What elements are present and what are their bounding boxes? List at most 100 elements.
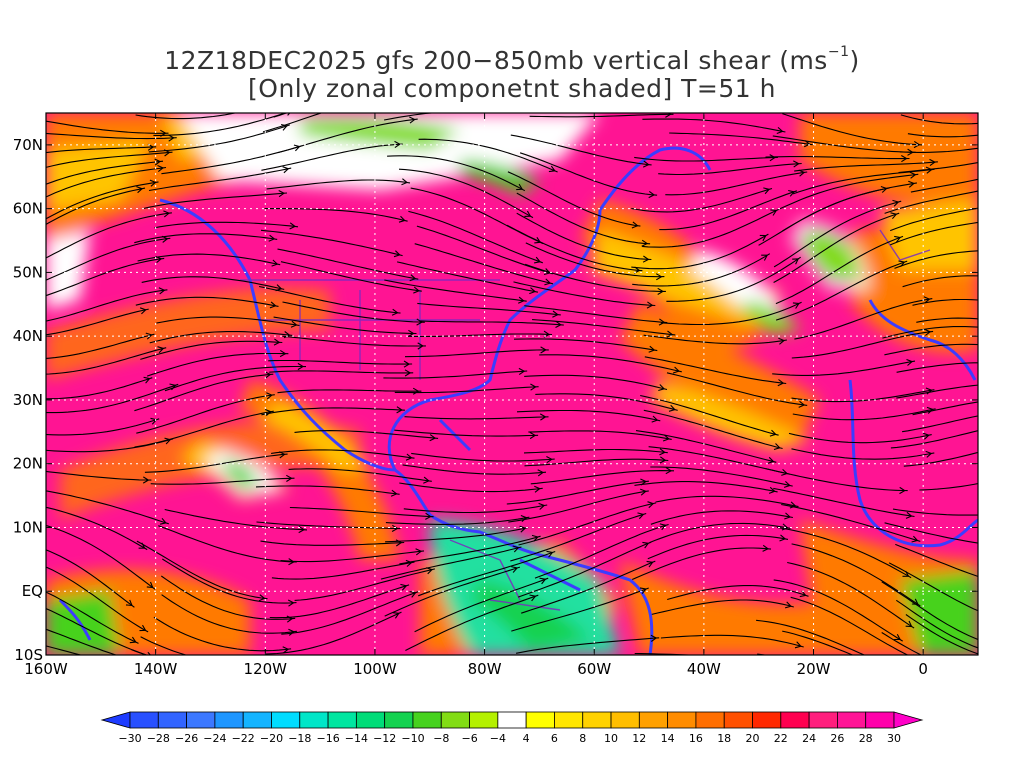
- streamline: [756, 619, 866, 655]
- colorbar-label: 8: [579, 732, 586, 745]
- streamline-arrow: [271, 259, 279, 267]
- colorbar-label: −24: [203, 732, 226, 745]
- streamline: [46, 490, 169, 525]
- colorbar-swatch: [440, 711, 470, 729]
- streamline: [881, 581, 978, 641]
- streamline-arrow: [665, 467, 673, 475]
- streamline-arrow: [155, 255, 163, 264]
- streamline-arrow: [906, 358, 914, 366]
- streamline: [140, 340, 283, 360]
- streamline-arrow: [293, 144, 301, 152]
- streamline: [791, 448, 935, 460]
- streamline-arrow: [400, 583, 408, 591]
- y-tick-label: 10N: [13, 518, 43, 536]
- streamline-arrow: [417, 342, 424, 350]
- streamline-arrow: [534, 485, 541, 493]
- streamline-arrow: [129, 636, 137, 644]
- streamline-arrow: [539, 577, 547, 585]
- streamline: [160, 575, 296, 620]
- colorbar-label: −20: [260, 732, 283, 745]
- colorbar-label: 4: [523, 732, 530, 745]
- streamline-arrow: [773, 443, 781, 451]
- streamline-arrow: [784, 601, 792, 609]
- streamline-arrow: [890, 212, 898, 220]
- streamline-arrow: [798, 169, 806, 177]
- streamline-arrow: [646, 301, 654, 309]
- streamline-arrow: [169, 383, 177, 391]
- colorbar-swatch: [723, 711, 753, 729]
- streamline-arrow: [768, 486, 776, 494]
- streamline: [890, 207, 978, 232]
- streamline-arrow: [161, 235, 169, 243]
- x-tick-label: 160W: [24, 660, 68, 678]
- map-frame: [45, 112, 979, 656]
- streamline-arrow: [642, 541, 650, 549]
- colorbar-label: 30: [887, 732, 901, 745]
- streamline-arrow: [544, 278, 552, 286]
- streamline-arrow: [909, 171, 917, 179]
- streamline-arrow: [143, 376, 151, 384]
- streamline-arrow: [784, 512, 792, 520]
- streamline-arrow: [637, 512, 645, 520]
- streamline: [521, 560, 656, 614]
- streamline: [794, 161, 938, 172]
- streamline: [408, 333, 553, 338]
- streamline-arrow: [655, 273, 663, 281]
- colorbar-swatch: [384, 711, 414, 729]
- colorbar-swatch: [271, 711, 301, 729]
- streamline-arrow: [390, 489, 398, 497]
- streamline-arrow: [646, 560, 654, 568]
- streamline: [46, 181, 159, 220]
- streamline-arrow: [287, 599, 295, 607]
- streamline-arrow: [546, 550, 554, 558]
- streamline: [634, 652, 700, 655]
- streamline-arrow: [659, 456, 667, 464]
- streamline: [517, 541, 652, 598]
- colorbar-swatch: [327, 711, 357, 729]
- streamline: [383, 113, 437, 121]
- streamline: [910, 178, 978, 193]
- streamline: [884, 343, 978, 356]
- streamline-arrow: [1019, 346, 1024, 352]
- streamline-arrow: [413, 286, 420, 294]
- streamline: [271, 449, 415, 459]
- streamline: [650, 466, 793, 487]
- streamline: [399, 535, 541, 565]
- streamline: [408, 210, 543, 264]
- streamline: [399, 482, 543, 493]
- streamline-arrow: [665, 113, 672, 118]
- streamline-arrow: [288, 558, 295, 566]
- streamline-arrow: [168, 134, 175, 142]
- streamline-arrow: [770, 659, 776, 665]
- streamline: [889, 221, 978, 246]
- streamline: [148, 124, 290, 153]
- streamline: [790, 596, 909, 655]
- streamline: [134, 410, 274, 448]
- y-tick-label: 50N: [13, 263, 43, 281]
- streamline: [525, 242, 665, 278]
- streamline-arrow: [403, 76, 409, 82]
- streamline-arrow: [279, 349, 287, 358]
- streamline: [277, 248, 419, 280]
- streamline: [46, 237, 171, 281]
- streamline: [262, 113, 323, 133]
- streamline: [907, 133, 978, 138]
- streamline-arrow: [926, 406, 934, 414]
- streamline: [890, 430, 978, 449]
- map-title-line1: 12Z18DEC2025 gfs 200−850mb vertical shea…: [164, 44, 860, 75]
- colorbar-swatch: [837, 711, 867, 729]
- streamline: [643, 334, 787, 345]
- streamline-arrow: [163, 210, 171, 218]
- streamline-arrow: [999, 644, 1005, 650]
- streamline: [134, 233, 278, 244]
- streamline-arrow: [149, 179, 157, 187]
- streamline-arrow: [145, 332, 153, 340]
- streamline: [143, 192, 288, 209]
- streamline-arrow: [641, 239, 649, 247]
- streamline: [666, 256, 802, 302]
- streamline: [896, 362, 978, 373]
- streamline: [912, 298, 978, 306]
- y-tick-label: 70N: [13, 136, 43, 154]
- streamline-arrow: [889, 680, 895, 686]
- streamline-arrow: [909, 673, 915, 679]
